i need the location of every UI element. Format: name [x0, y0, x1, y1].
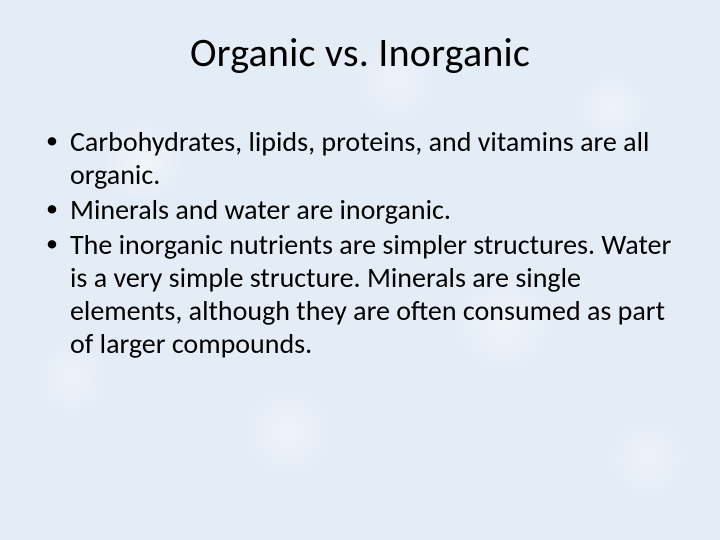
bullet-item: Carbohydrates, lipids, proteins, and vit…: [42, 125, 682, 191]
slide-title: Organic vs. Inorganic: [38, 28, 682, 77]
bullet-list: Carbohydrates, lipids, proteins, and vit…: [42, 125, 682, 360]
bullet-item: The inorganic nutrients are simpler stru…: [42, 228, 682, 360]
slide: Organic vs. Inorganic Carbohydrates, lip…: [0, 0, 720, 540]
slide-body: Carbohydrates, lipids, proteins, and vit…: [38, 125, 682, 360]
bullet-item: Minerals and water are inorganic.: [42, 193, 682, 226]
